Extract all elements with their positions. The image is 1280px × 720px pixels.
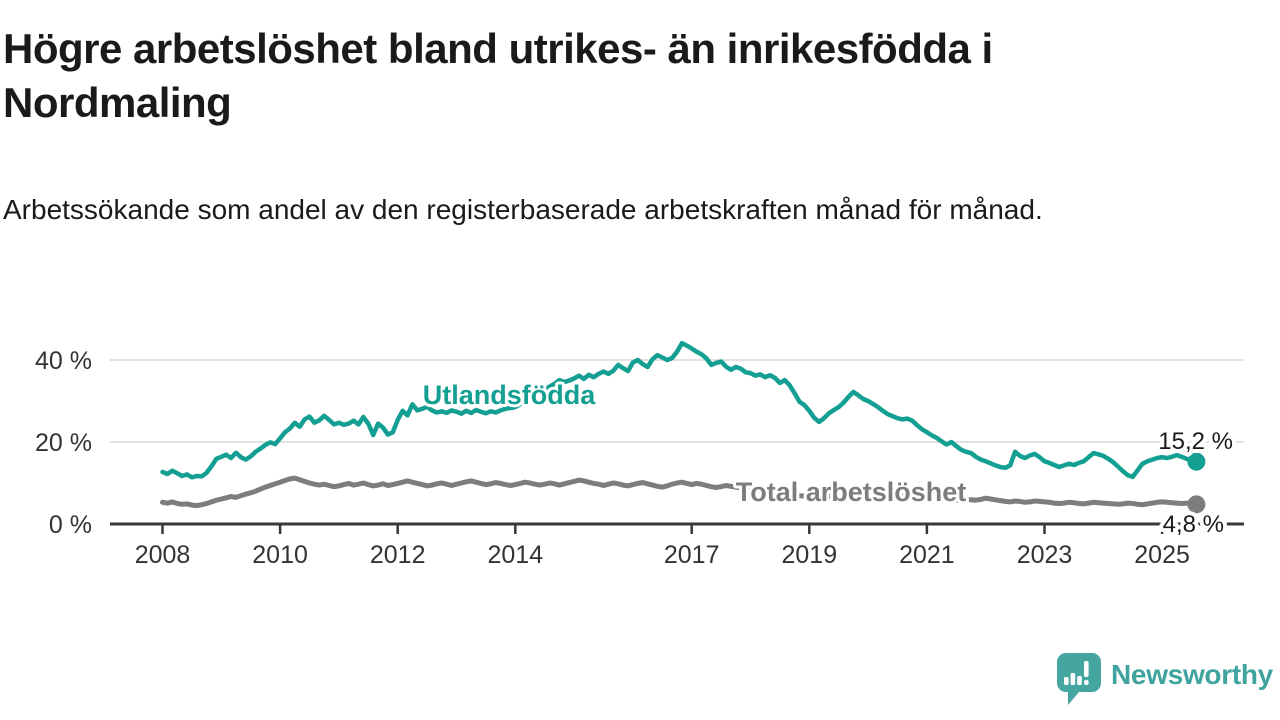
series-line-total-arbetsl-shet (160, 475, 1199, 509)
x-tick-label-2019: 2019 (781, 541, 837, 569)
end-dot-total-arbetsl-shet (1187, 495, 1206, 514)
y-tick-label-40: 40 % (35, 347, 92, 375)
x-tick-label-2021: 2021 (899, 541, 955, 569)
end-value-label-utlandsfodda: 15,2 % (1158, 428, 1233, 455)
chart-title: Högre arbetslöshet bland utrikes- än inr… (3, 25, 993, 126)
logo-bar-2 (1070, 673, 1076, 685)
chart-subtitle: Arbetssökande som andel av den registerb… (3, 194, 1043, 225)
x-tick-label-2012: 2012 (370, 541, 426, 569)
logo-bar-1 (1064, 677, 1069, 685)
logo-exclamation-dot (1084, 680, 1089, 685)
x-tick-label-2025: 2025 (1134, 541, 1190, 569)
x-tick-label-2008: 2008 (135, 541, 191, 569)
series-label-utlandsfodda: Utlandsfödda (423, 380, 596, 410)
y-tick-label-20: 20 % (35, 429, 92, 457)
logo-bar-3 (1077, 676, 1082, 685)
series-label-total-arbetsloshet: Total arbetslöshet (736, 477, 967, 507)
logo-exclamation-bar (1084, 661, 1089, 677)
y-tick-label-0: 0 % (49, 511, 92, 539)
newsworthy-logo-text: Newsworthy (1111, 659, 1273, 690)
series-line-utlandsf-dda (160, 340, 1199, 480)
x-tick-label-2014: 2014 (487, 541, 543, 569)
x-tick-label-2023: 2023 (1017, 541, 1073, 569)
axis-layer: 0 % 20 % 40 % 2008 2010 2012 2014 2017 2019 2021 2… (35, 347, 1244, 569)
x-tick-label-2010: 2010 (252, 541, 308, 569)
end-dot-utlandsf-dda (1187, 452, 1206, 471)
newsworthy-logo-icon (1057, 653, 1101, 705)
series-layer (160, 340, 1206, 514)
x-tick-label-2017: 2017 (664, 541, 720, 569)
end-value-label-total-arbetsloshet: 4,8 % (1163, 511, 1224, 538)
gridline-layer (110, 359, 1244, 443)
newsworthy-logo: Newsworthy (1056, 652, 1273, 706)
